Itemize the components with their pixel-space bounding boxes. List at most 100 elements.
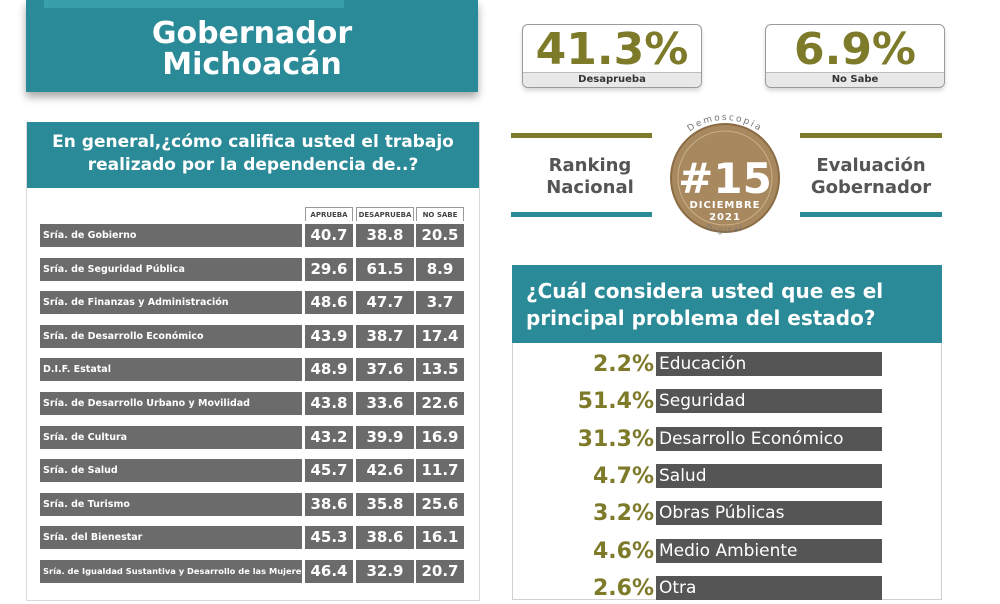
problem-percent-label: 2.6%: [592, 575, 654, 601]
department-name: Sría. de Desarrollo Urbano y Movilidad: [40, 392, 302, 415]
badge-year: 2021: [709, 212, 741, 223]
ranking-badge: Demoscopia Digital #15 DICIEMBRE 2021: [670, 113, 780, 235]
ranking-label: Ranking Nacional: [546, 155, 634, 198]
problem-bar: Medio Ambiente: [656, 538, 882, 563]
stat-value: 41.3%: [535, 24, 689, 75]
table-row: Sría. de Salud 45.7 42.6 11.7: [40, 459, 464, 483]
problem-percent-label: 31.3%: [577, 426, 654, 452]
table-title: En general,¿cómo califica usted el traba…: [27, 122, 479, 188]
problem-percent-label: 3.2%: [592, 501, 654, 527]
table-row: D.I.F. Estatal 48.9 37.6 13.5: [40, 358, 464, 382]
table-cell: 32.9: [356, 560, 414, 583]
stat-label: Desaprueba: [523, 72, 701, 87]
table-cell: 3.7: [416, 291, 464, 315]
column-header: NO SABE: [416, 207, 464, 221]
department-name: Sría. de Desarrollo Económico: [40, 324, 302, 348]
table-row: Sría. de Finanzas y Administración 48.6 47…: [40, 291, 464, 315]
department-name: D.I.F. Estatal: [40, 358, 302, 382]
divider-line: [800, 133, 942, 138]
table-cell: 17.4: [416, 324, 464, 348]
table-cell: 11.7: [416, 459, 464, 483]
table-cell: 35.8: [356, 492, 414, 516]
stat-card-disapprove: 41.3% Desaprueba: [522, 24, 702, 88]
table-cell: 20.5: [416, 224, 464, 247]
evaluation-label: Evaluación Gobernador: [810, 155, 932, 198]
problem-row: 4.7% Salud: [512, 462, 942, 489]
department-name: Sría. de Gobierno: [40, 224, 302, 247]
table-cell: 46.4: [305, 560, 353, 583]
badge-ring: [677, 130, 773, 226]
table-cell: 48.9: [305, 358, 353, 382]
problem-row: 2.2% Educación: [512, 350, 942, 377]
problem-bar: Obras Públicas: [656, 501, 882, 526]
problem-row: 51.4% Seguridad: [512, 387, 942, 414]
stat-label: No Sabe: [766, 72, 944, 87]
title-banner: Gobernador Michoacán: [26, 0, 478, 92]
table-cell: 22.6: [416, 392, 464, 415]
table-cell: 43.9: [305, 324, 353, 348]
problem-bar: Seguridad: [656, 389, 882, 414]
table-row: Sría. de Gobierno 40.7 38.8 20.5: [40, 224, 464, 247]
problem-bar: Educación: [656, 352, 882, 376]
column-header: DESAPRUEBA: [356, 207, 414, 221]
title-strip: [44, 0, 344, 8]
problem-question-title: ¿Cuál considera usted que es el principa…: [512, 265, 942, 343]
problem-row: 4.6% Medio Ambiente: [512, 537, 942, 564]
table-cell: 47.7: [356, 291, 414, 315]
table-cell: 38.6: [305, 492, 353, 516]
page-title: Gobernador Michoacán: [151, 16, 353, 82]
badge-month: DICIEMBRE: [689, 200, 760, 211]
problem-row: 31.3% Desarrollo Económico: [512, 425, 942, 452]
department-name: Sría. del Bienestar: [40, 526, 302, 550]
table-cell: 61.5: [356, 257, 414, 281]
department-name: Sría. de Salud: [40, 459, 302, 483]
table-row: Sría. de Seguridad Pública 29.6 61.5 8.9: [40, 257, 464, 281]
problem-percent-label: 51.4%: [577, 389, 654, 415]
department-name: Sría. de Igualdad Sustantiva y Desarroll…: [40, 560, 302, 583]
problem-row: 3.2% Obras Públicas: [512, 499, 942, 526]
stat-value: 6.9%: [793, 24, 917, 75]
table-row: Sría. de Igualdad Sustantiva y Desarroll…: [40, 560, 464, 583]
department-name: Sría. de Turismo: [40, 492, 302, 516]
table-row: Sría. de Cultura 43.2 39.9 16.9: [40, 425, 464, 449]
table-row: Sría. de Desarrollo Urbano y Movilidad 43…: [40, 392, 464, 415]
table-cell: 16.9: [416, 425, 464, 449]
column-header: APRUEBA: [305, 207, 353, 221]
table-cell: 45.7: [305, 459, 353, 483]
divider-line: [511, 133, 652, 138]
problem-bar: Desarrollo Económico: [656, 426, 882, 451]
table-cell: 39.9: [356, 425, 414, 449]
divider-line: [511, 212, 652, 217]
badge-brand-bottom: Digital: [705, 223, 746, 235]
table-cell: 42.6: [356, 459, 414, 483]
table-cell: 40.7: [305, 224, 353, 247]
divider-line: [800, 212, 942, 217]
table-cell: 8.9: [416, 257, 464, 281]
table-cell: 45.3: [305, 526, 353, 550]
table-row: Sría. de Desarrollo Económico 43.9 38.7 17.…: [40, 324, 464, 348]
badge-number: #15: [678, 154, 772, 203]
table-cell: 33.6: [356, 392, 414, 415]
table-row: Sría. de Turismo 38.6 35.8 25.6: [40, 492, 464, 516]
table-cell: 25.6: [416, 492, 464, 516]
table-cell: 37.6: [356, 358, 414, 382]
table-cell: 13.5: [416, 358, 464, 382]
table-cell: 38.7: [356, 324, 414, 348]
department-name: Sría. de Seguridad Pública: [40, 257, 302, 281]
table-cell: 16.1: [416, 526, 464, 550]
problem-bar: Salud: [656, 463, 882, 488]
table-cell: 48.6: [305, 291, 353, 315]
table-cell: 29.6: [305, 257, 353, 281]
table-cell: 38.8: [356, 224, 414, 247]
table-cell: 43.2: [305, 425, 353, 449]
problem-percent-label: 2.2%: [592, 352, 654, 377]
department-name: Sría. de Cultura: [40, 425, 302, 449]
stat-card-dont-know: 6.9% No Sabe: [765, 24, 945, 88]
problem-percent-label: 4.7%: [592, 463, 654, 489]
badge-circle: [670, 123, 780, 233]
department-name: Sría. de Finanzas y Administración: [40, 291, 302, 315]
problem-percent-label: 4.6%: [592, 538, 654, 564]
table-cell: 43.8: [305, 392, 353, 415]
table-cell: 38.6: [356, 526, 414, 550]
table-row: Sría. del Bienestar 45.3 38.6 16.1: [40, 526, 464, 550]
